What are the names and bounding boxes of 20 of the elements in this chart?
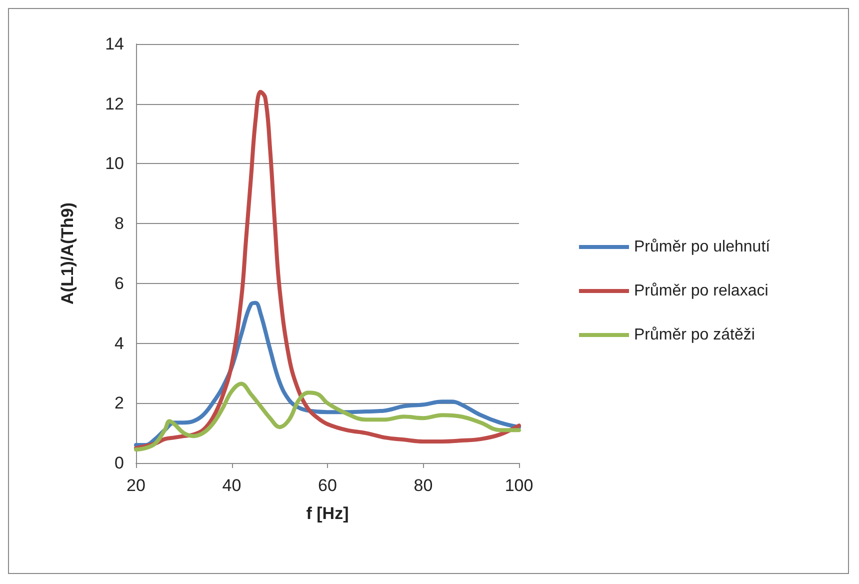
x-tick-label: 40 [222,476,242,495]
x-axis-title: f [Hz] [306,504,349,523]
y-tick-label: 10 [105,154,124,174]
y-axis-title: A(L1)/A(Th9) [58,202,77,304]
legend-label: Průměr po relaxaci [634,282,768,300]
y-tick-label: 14 [105,34,124,54]
legend-label: Průměr po ulehnutí [634,238,771,256]
y-tick-label: 8 [114,214,124,234]
line-series [134,382,521,452]
legend-label: Průměr po zátěži [634,326,755,344]
x-tick-label: 100 [504,476,534,495]
y-tick-label: 6 [114,274,124,293]
y-tick-label: 12 [105,94,124,114]
y-tick-label: 2 [114,394,124,413]
y-tick-label: 4 [114,334,124,353]
line-series [134,90,521,450]
x-tick-label: 60 [318,476,337,495]
x-tick-label: 20 [126,476,146,495]
x-tick-label: 80 [414,476,433,495]
y-tick-label: 0 [114,454,124,472]
